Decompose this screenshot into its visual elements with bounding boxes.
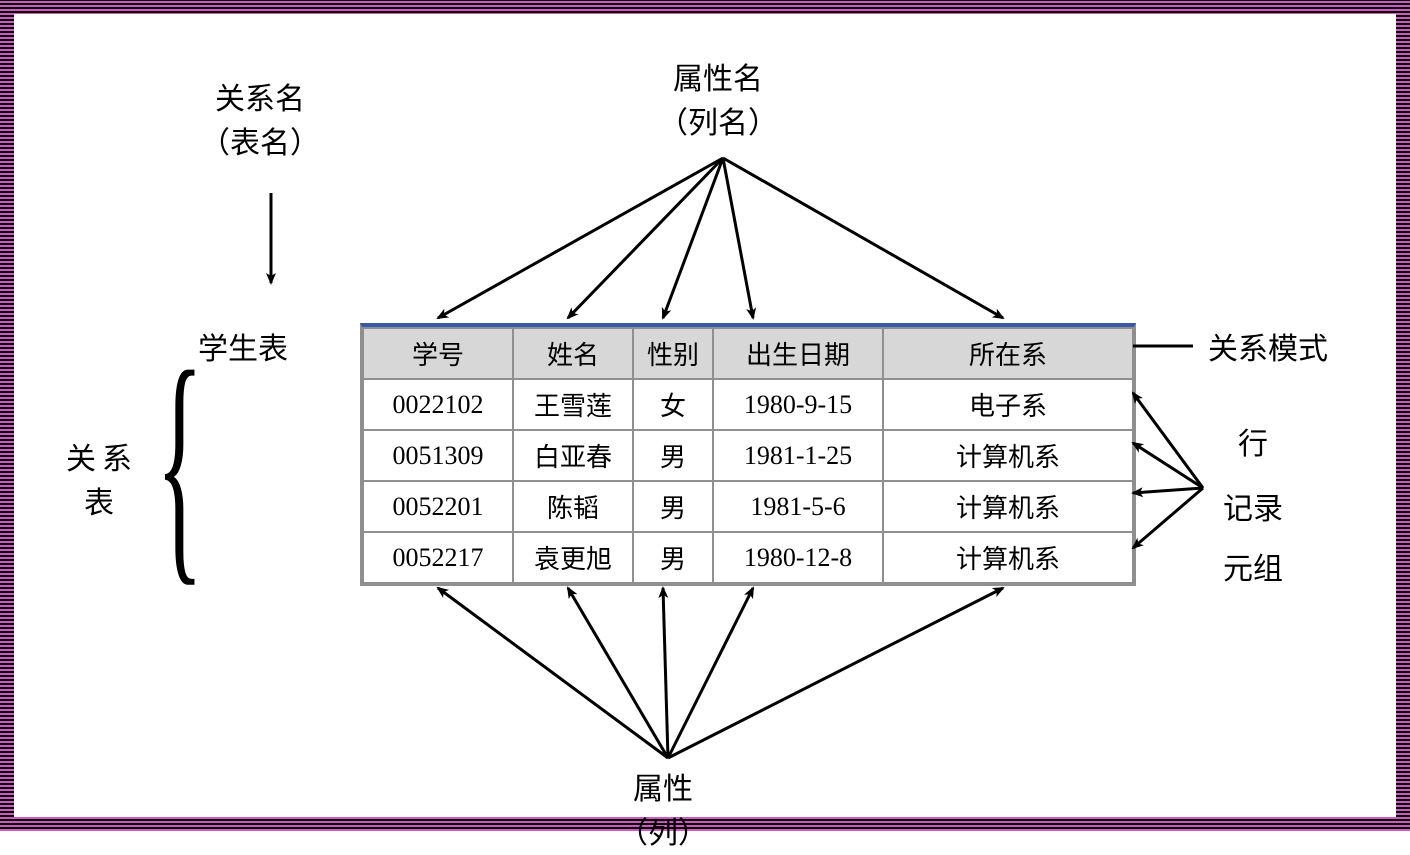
brace-icon: { xyxy=(156,333,203,593)
label-attribute-name: 属性名 （列名） xyxy=(658,58,778,145)
table-row: 0052217袁更旭男1980-12-8计算机系 xyxy=(363,532,1133,583)
label-attribute-name-l2: （列名） xyxy=(658,107,778,140)
table-header-cell: 姓名 xyxy=(513,328,633,379)
label-relation-name-l2: （表名） xyxy=(200,127,320,160)
label-relation-table-l1: 关系 xyxy=(66,443,138,476)
table-cell: 0052201 xyxy=(363,481,513,532)
table-header-cell: 所在系 xyxy=(883,328,1133,379)
table-cell: 白亚春 xyxy=(513,430,633,481)
outer-frame: 关系名 （表名） 属性名 （列名） 学生表 关系 表 关系模式 行 记录 元组 … xyxy=(0,0,1410,831)
label-relation-name-l1: 关系名 xyxy=(215,83,305,116)
table-cell: 陈韬 xyxy=(513,481,633,532)
table-cell: 王雪莲 xyxy=(513,379,633,430)
label-attribute-name-l1: 属性名 xyxy=(673,63,763,96)
table-cell: 计算机系 xyxy=(883,430,1133,481)
table-cell: 电子系 xyxy=(883,379,1133,430)
table-cell: 1981-1-25 xyxy=(713,430,883,481)
table-header-cell: 性别 xyxy=(633,328,713,379)
table-row: 0051309白亚春男1981-1-25计算机系 xyxy=(363,430,1133,481)
table-cell: 1980-9-15 xyxy=(713,379,883,430)
table-cell: 0051309 xyxy=(363,430,513,481)
table-cell: 男 xyxy=(633,532,713,583)
label-relation-name: 关系名 （表名） xyxy=(200,78,320,165)
table-cell: 0052217 xyxy=(363,532,513,583)
table-cell: 计算机系 xyxy=(883,532,1133,583)
table-header-cell: 学号 xyxy=(363,328,513,379)
label-tuple: 元组 xyxy=(1223,548,1283,592)
label-record: 记录 xyxy=(1223,488,1283,532)
label-attribute-l2: （列） xyxy=(618,817,708,850)
student-table: 学号姓名性别出生日期所在系0022102王雪莲女1980-9-15电子系0051… xyxy=(362,327,1134,584)
table-cell: 1980-12-8 xyxy=(713,532,883,583)
table-cell: 1981-5-6 xyxy=(713,481,883,532)
label-attribute: 属性 （列） xyxy=(618,768,708,855)
table-cell: 男 xyxy=(633,481,713,532)
label-relation-table-l2: 表 xyxy=(84,487,120,520)
table-row: 0022102王雪莲女1980-9-15电子系 xyxy=(363,379,1133,430)
table-header-cell: 出生日期 xyxy=(713,328,883,379)
label-relation-table: 关系 表 xyxy=(66,438,138,525)
label-row: 行 xyxy=(1238,423,1268,467)
table-cell: 0022102 xyxy=(363,379,513,430)
table-cell: 计算机系 xyxy=(883,481,1133,532)
label-schema: 关系模式 xyxy=(1208,328,1328,372)
label-table-title: 学生表 xyxy=(198,328,288,372)
table-cell: 袁更旭 xyxy=(513,532,633,583)
label-attribute-l1: 属性 xyxy=(633,773,693,806)
table-row: 0052201陈韬男1981-5-6计算机系 xyxy=(363,481,1133,532)
table-cell: 男 xyxy=(633,430,713,481)
student-table-wrap: 学号姓名性别出生日期所在系0022102王雪莲女1980-9-15电子系0051… xyxy=(360,323,1136,586)
table-cell: 女 xyxy=(633,379,713,430)
diagram-canvas: 关系名 （表名） 属性名 （列名） 学生表 关系 表 关系模式 行 记录 元组 … xyxy=(28,28,1382,803)
